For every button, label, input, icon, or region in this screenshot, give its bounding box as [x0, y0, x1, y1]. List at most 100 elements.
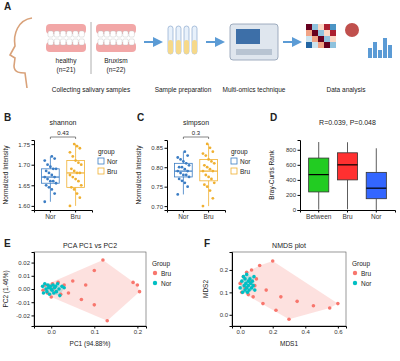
point [176, 193, 179, 196]
point [252, 275, 256, 279]
point [176, 156, 179, 159]
bar-icon [368, 48, 372, 58]
tick: 0.00 [18, 286, 34, 292]
tick-label: 0.6 [334, 329, 343, 335]
sample [184, 40, 189, 54]
legend-swatch [231, 168, 237, 174]
tick-mark [298, 180, 301, 181]
tick: 0.2 [269, 326, 278, 335]
tooth [104, 39, 109, 45]
tick-label: 1.70 [18, 162, 30, 168]
point [209, 146, 212, 149]
tick-mark [32, 185, 35, 186]
legend-swatch [353, 281, 357, 285]
point [49, 165, 52, 168]
step-label: Multi-omics technique [223, 86, 286, 94]
heatmap-icon-cell [312, 42, 318, 48]
axis: 0.00.20.40.6 [233, 326, 347, 335]
point [55, 167, 58, 170]
legend-label: Nor [161, 280, 172, 287]
whisker [208, 144, 209, 160]
tooth [60, 31, 65, 37]
tick: 0.2 [134, 326, 143, 335]
point [258, 264, 262, 268]
point [45, 169, 48, 172]
point [202, 205, 205, 208]
tooth [110, 31, 115, 37]
tick-mark [137, 326, 138, 329]
panel-a: Ahealthy(n=21)Bruxism(n=22)Collecting sa… [4, 1, 392, 94]
panel-label: F [204, 238, 210, 249]
point [253, 288, 257, 292]
tick-label: 0.0 [48, 329, 57, 335]
bracket [50, 137, 75, 139]
tick: 0.70 [151, 204, 167, 210]
point [78, 172, 81, 175]
point [71, 176, 74, 179]
step-label: Sample preparation [155, 86, 212, 94]
point [77, 180, 80, 183]
tooth [73, 39, 78, 45]
whisker [347, 142, 348, 153]
point [80, 184, 83, 187]
heatmap-icon-cell [330, 24, 336, 30]
axis: NorBru [35, 210, 93, 220]
tick-mark [273, 326, 274, 329]
tick: Bru [71, 210, 82, 220]
heatmap-icon-cell [330, 36, 336, 42]
tick: 1.75 [18, 142, 34, 148]
instrument-screen [236, 29, 260, 44]
point [183, 181, 186, 184]
heatmap-icon-cell [306, 24, 312, 30]
point [69, 174, 72, 177]
legend-label: Bru [361, 270, 372, 277]
bar-icon [373, 42, 377, 58]
point [43, 200, 46, 203]
axis-line [35, 327, 147, 329]
tick-mark [32, 144, 35, 145]
point [206, 142, 209, 145]
tick-label: 0.2 [220, 267, 229, 273]
point [50, 155, 53, 158]
point [178, 166, 181, 169]
point [185, 174, 188, 177]
point [206, 185, 209, 188]
tick-label: 0.70 [151, 204, 163, 210]
tooth [98, 31, 103, 37]
point [186, 185, 189, 188]
plot-area [41, 258, 142, 322]
tick-label: Between [306, 213, 332, 220]
point [328, 306, 332, 310]
tick: -0.02 [16, 313, 34, 319]
tick-mark [94, 326, 95, 329]
heatmap-icon-cell [312, 24, 318, 30]
panel-label: E [4, 238, 11, 249]
point [53, 176, 56, 179]
point [58, 294, 62, 298]
point [204, 174, 207, 177]
tick-label: 1.65 [18, 183, 30, 189]
tick-label: 0.80 [151, 165, 163, 171]
plot-area [238, 259, 339, 321]
point [186, 154, 189, 157]
annotation: 0.3 [192, 130, 201, 136]
tick-mark [298, 210, 301, 211]
plot-area [175, 142, 218, 207]
legend-swatch [153, 281, 157, 285]
tick-label: 0.75 [151, 184, 163, 190]
tooth [123, 39, 128, 45]
legend-swatch [353, 271, 357, 275]
tick-label: Bru [204, 213, 215, 220]
point [211, 170, 214, 173]
heatmap-icon-cell [330, 30, 336, 36]
point [243, 277, 247, 281]
tick-mark [32, 276, 35, 277]
point [70, 167, 73, 170]
axis: NorBru [168, 210, 226, 220]
point [176, 170, 179, 173]
legend: groupNorBru [231, 148, 251, 175]
whisker [50, 183, 51, 202]
point [69, 151, 72, 154]
point [206, 166, 209, 169]
panel-f: FNMDS plotMDS20.00.10.20.00.20.40.6MDS1G… [202, 238, 372, 347]
